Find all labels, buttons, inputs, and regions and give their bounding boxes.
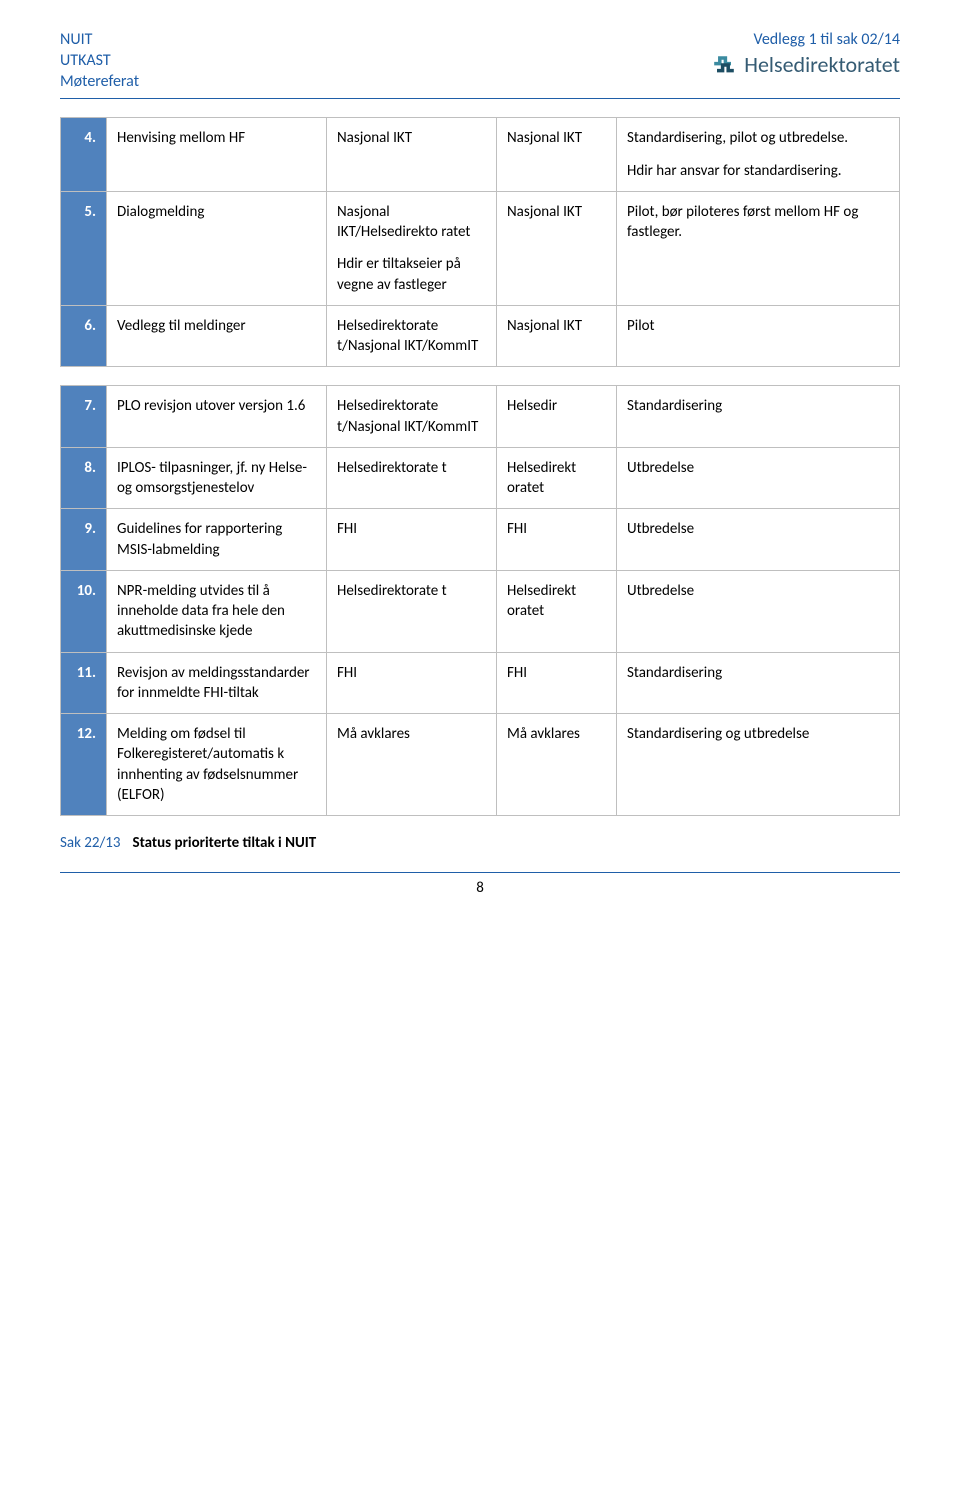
row-col1: Må avklares — [327, 714, 497, 816]
row-col2: Må avklares — [497, 714, 617, 816]
row-desc: Melding om fødsel til Folkeregisteret/au… — [107, 714, 327, 816]
row-col1: Helsedirektorate t — [327, 570, 497, 652]
row-col2: Helsedirekt oratet — [497, 447, 617, 509]
table-row: 11.Revisjon av meldingsstandarder for in… — [61, 652, 900, 714]
row-col3: Standardisering — [617, 652, 900, 714]
row-col1: Helsedirektorate t/Nasjonal IKT/KommIT — [327, 386, 497, 448]
row-number: 6. — [61, 305, 107, 367]
row-col2: FHI — [497, 652, 617, 714]
row-col1: Nasjonal IKT/Helsedirekto ratetHdir er t… — [327, 191, 497, 305]
sak-title: Status prioriterte tiltak i NUIT — [133, 834, 317, 852]
page-header: NUIT UTKAST Møtereferat Vedlegg 1 til sa… — [60, 30, 900, 92]
row-desc: NPR-melding utvides til å inneholde data… — [107, 570, 327, 652]
row-desc: IPLOS- tilpasninger, jf. ny Helse- og om… — [107, 447, 327, 509]
hdr-line-2: UTKAST — [60, 51, 139, 72]
row-number: 7. — [61, 386, 107, 448]
row-col3: Standardisering, pilot og utbredelse.Hdi… — [617, 118, 900, 192]
row-col3: Standardisering og utbredelse — [617, 714, 900, 816]
row-col2: Nasjonal IKT — [497, 191, 617, 305]
row-desc: Henvising mellom HF — [107, 118, 327, 192]
table-block-1: 4.Henvising mellom HFNasjonal IKTNasjona… — [60, 117, 900, 367]
sak-label: Sak 22/13 — [60, 834, 121, 852]
row-desc: Revisjon av meldingsstandarder for innme… — [107, 652, 327, 714]
row-col2: Helsedir — [497, 386, 617, 448]
row-desc: Vedlegg til meldinger — [107, 305, 327, 367]
row-col2: Nasjonal IKT — [497, 118, 617, 192]
table-row: 6.Vedlegg til meldingerHelsedirektorate … — [61, 305, 900, 367]
table-row: 7.PLO revisjon utover versjon 1.6Helsedi… — [61, 386, 900, 448]
table-row: 8.IPLOS- tilpasninger, jf. ny Helse- og … — [61, 447, 900, 509]
table-block-2: 7.PLO revisjon utover versjon 1.6Helsedi… — [60, 385, 900, 816]
row-number: 5. — [61, 191, 107, 305]
row-number: 11. — [61, 652, 107, 714]
row-col1: Helsedirektorate t — [327, 447, 497, 509]
row-number: 8. — [61, 447, 107, 509]
hdr-line-3: Møtereferat — [60, 72, 139, 93]
row-col1: Nasjonal IKT — [327, 118, 497, 192]
vedlegg-label: Vedlegg 1 til sak 02/14 — [710, 30, 900, 49]
row-col1: FHI — [327, 509, 497, 571]
table-row: 4.Henvising mellom HFNasjonal IKTNasjona… — [61, 118, 900, 192]
header-left: NUIT UTKAST Møtereferat — [60, 30, 139, 92]
row-col2: Helsedirekt oratet — [497, 570, 617, 652]
table-row: 5.DialogmeldingNasjonal IKT/Helsedirekto… — [61, 191, 900, 305]
row-number: 4. — [61, 118, 107, 192]
row-col3: Pilot — [617, 305, 900, 367]
brand-text: Helsedirektoratet — [744, 51, 900, 78]
row-col3: Utbredelse — [617, 570, 900, 652]
row-desc: Dialogmelding — [107, 191, 327, 305]
hdr-line-1: NUIT — [60, 30, 139, 51]
row-col1: Helsedirektorate t/Nasjonal IKT/KommIT — [327, 305, 497, 367]
footer-row: Sak 22/13 Status prioriterte tiltak i NU… — [60, 834, 900, 852]
row-col2: FHI — [497, 509, 617, 571]
header-right: Vedlegg 1 til sak 02/14 Helsedirektorate… — [710, 30, 900, 78]
table-row: 9.Guidelines for rapportering MSIS-labme… — [61, 509, 900, 571]
helsedirektoratet-icon — [710, 53, 738, 77]
footer-divider — [60, 872, 900, 873]
page-number: 8 — [60, 879, 900, 897]
row-col3: Pilot, bør piloteres først mellom HF og … — [617, 191, 900, 305]
row-col2: Nasjonal IKT — [497, 305, 617, 367]
row-col3: Utbredelse — [617, 447, 900, 509]
header-divider — [60, 98, 900, 99]
row-desc: PLO revisjon utover versjon 1.6 — [107, 386, 327, 448]
row-desc: Guidelines for rapportering MSIS-labmeld… — [107, 509, 327, 571]
table-row: 12.Melding om fødsel til Folkeregisteret… — [61, 714, 900, 816]
row-col1: FHI — [327, 652, 497, 714]
row-col3: Standardisering — [617, 386, 900, 448]
brand-logo: Helsedirektoratet — [710, 51, 900, 78]
table-row: 10.NPR-melding utvides til å inneholde d… — [61, 570, 900, 652]
row-number: 9. — [61, 509, 107, 571]
row-col3: Utbredelse — [617, 509, 900, 571]
row-number: 10. — [61, 570, 107, 652]
document-page: NUIT UTKAST Møtereferat Vedlegg 1 til sa… — [0, 0, 960, 937]
row-number: 12. — [61, 714, 107, 816]
